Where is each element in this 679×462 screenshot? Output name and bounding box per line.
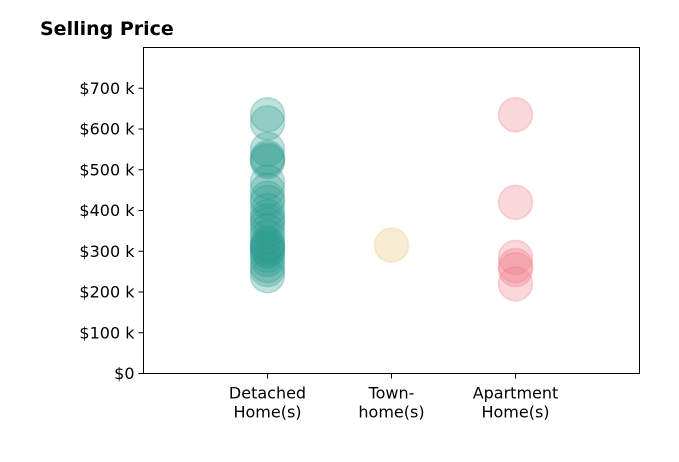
- data-point: [497, 251, 534, 288]
- data-point: [497, 184, 534, 221]
- data-point: [249, 131, 286, 168]
- data-point: [373, 227, 410, 263]
- data-points: [249, 96, 534, 302]
- data-point: [249, 237, 286, 274]
- data-point: [249, 241, 286, 278]
- y-axis: $0 $100 k $200 k $300 k $400 k $500 k $600 k $7…: [79, 79, 144, 383]
- y-tick-label: $700 k: [79, 79, 135, 98]
- chart-title: Selling Price: [40, 18, 174, 40]
- y-tick-label: $200 k: [79, 283, 135, 302]
- data-point: [249, 143, 286, 180]
- x-tick-label: Apartment Home(s): [473, 384, 559, 422]
- x-tick-label-line: Town-: [368, 384, 415, 403]
- x-tick-label-line: Home(s): [481, 403, 549, 422]
- x-axis: Detached Home(s)Town-home(s)Apartment Home…: [229, 373, 559, 422]
- data-point: [249, 198, 286, 235]
- x-tick-label-line: Apartment: [473, 384, 559, 403]
- x-tick-label-line: home(s): [358, 403, 424, 422]
- x-tick-label: Detached Home(s): [229, 384, 306, 422]
- data-point: [249, 105, 286, 141]
- y-tick-label: $400 k: [79, 201, 135, 220]
- y-tick-label: $600 k: [79, 120, 135, 139]
- data-point: [497, 96, 534, 133]
- data-point: [249, 251, 286, 288]
- data-point: [249, 172, 286, 208]
- data-point: [249, 225, 286, 261]
- data-point: [249, 227, 286, 263]
- data-point: [249, 192, 286, 229]
- x-tick-label-line: Home(s): [233, 403, 301, 422]
- data-point: [249, 96, 286, 133]
- data-point: [249, 141, 286, 178]
- data-point: [249, 180, 286, 217]
- data-point: [497, 266, 534, 302]
- data-point: [249, 164, 286, 200]
- data-point: [249, 233, 286, 269]
- y-tick-label: $100 k: [79, 323, 135, 342]
- x-tick-label-line: Detached: [229, 384, 306, 403]
- data-point: [249, 247, 286, 284]
- data-point: [249, 229, 286, 265]
- data-point: [249, 213, 286, 249]
- data-point: [249, 202, 286, 239]
- y-tick-label: $300 k: [79, 242, 135, 261]
- data-point: [497, 247, 534, 284]
- y-tick-label: $0: [114, 364, 134, 383]
- plot-frame: [143, 47, 640, 374]
- y-tick-label: $500 k: [79, 160, 135, 179]
- data-point: [249, 139, 286, 176]
- data-point: [249, 207, 286, 243]
- data-point: [249, 219, 286, 255]
- data-point: [497, 239, 534, 276]
- data-point: [249, 257, 286, 294]
- x-tick-label: Town-home(s): [358, 384, 424, 422]
- data-point: [249, 231, 286, 267]
- data-point: [249, 184, 286, 221]
